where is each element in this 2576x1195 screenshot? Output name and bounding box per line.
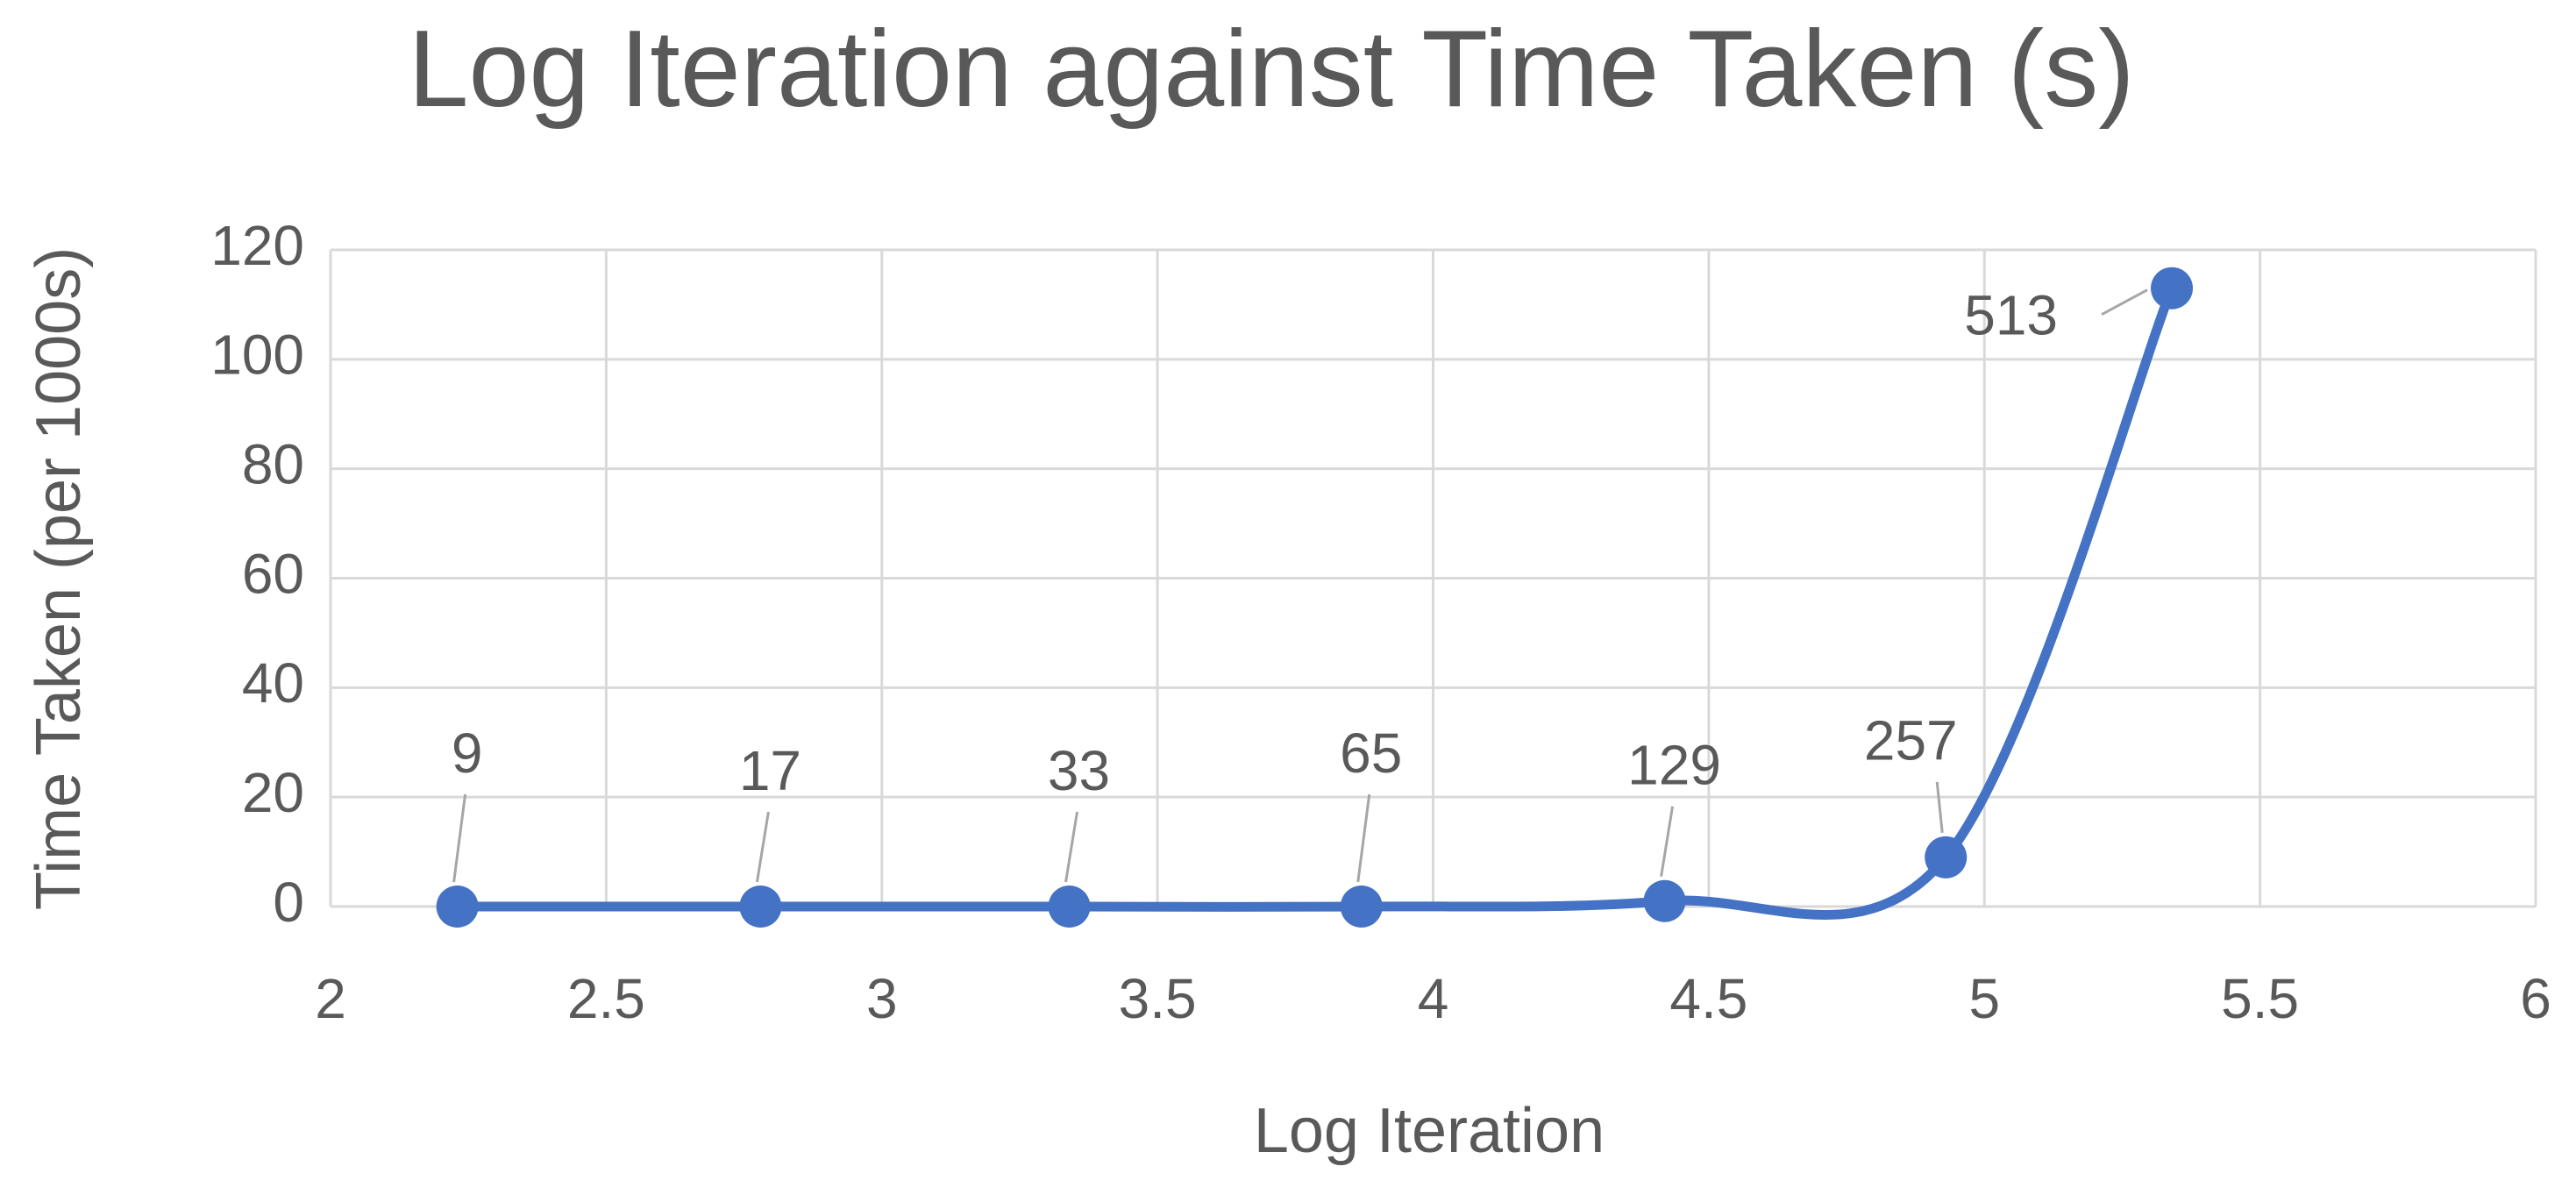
y-axis-title: Time Taken (per 1000s) — [24, 247, 94, 910]
data-point — [739, 886, 782, 928]
data-label: 9 — [452, 722, 483, 785]
data-label: 257 — [1864, 709, 1958, 772]
leader-line — [1935, 781, 1944, 833]
x-tick-label: 2.5 — [567, 967, 645, 1030]
x-tick-label: 6 — [2520, 967, 2551, 1030]
x-tick-label: 4.5 — [1669, 967, 1747, 1030]
leader-line — [2101, 288, 2148, 317]
x-tick-label: 5 — [1968, 967, 2000, 1030]
y-tick-label: 40 — [242, 651, 304, 715]
leader-line — [755, 811, 770, 883]
y-tick-label: 0 — [273, 871, 304, 934]
y-tick-label: 20 — [242, 761, 304, 824]
y-tick-label: 100 — [210, 324, 304, 387]
x-tick-label: 2 — [315, 967, 346, 1030]
data-label: 513 — [1964, 284, 2058, 347]
x-tick-label: 3.5 — [1119, 967, 1197, 1030]
leader-line — [1064, 811, 1079, 883]
x-tick-label: 3 — [866, 967, 898, 1030]
y-tick-label: 80 — [242, 433, 304, 496]
data-label: 129 — [1627, 734, 1721, 797]
data-label: 65 — [1340, 722, 1402, 785]
data-point — [436, 886, 479, 928]
y-tick-label: 60 — [242, 542, 304, 605]
data-point — [1925, 836, 1968, 878]
data-point — [2151, 267, 2194, 309]
leader-line — [452, 793, 467, 883]
chart-title: Log Iteration against Time Taken (s) — [409, 9, 2135, 130]
leader-line — [1356, 793, 1371, 883]
data-point — [1340, 886, 1383, 928]
data-label: 33 — [1048, 739, 1110, 802]
x-tick-label: 4 — [1418, 967, 1449, 1030]
data-label: 17 — [739, 739, 801, 802]
leader-line — [1660, 806, 1675, 877]
series-line — [457, 286, 2177, 921]
x-axis-title: Log Iteration — [1254, 1096, 1605, 1166]
data-point — [1048, 886, 1091, 928]
x-tick-label: 5.5 — [2221, 967, 2299, 1030]
data-point — [1643, 879, 1686, 922]
y-tick-label: 120 — [210, 214, 304, 277]
